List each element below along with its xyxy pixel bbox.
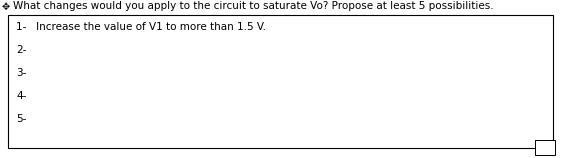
Text: 1-   Increase the value of V1 to more than 1.5 V.: 1- Increase the value of V1 to more than… — [16, 22, 266, 32]
Text: 4-: 4- — [16, 91, 26, 101]
Text: 3-: 3- — [16, 68, 26, 78]
Text: ✥: ✥ — [2, 2, 10, 12]
Bar — [8, 15, 553, 148]
Bar — [535, 140, 555, 155]
Text: 2-: 2- — [16, 45, 26, 55]
Text: 5-: 5- — [16, 114, 26, 124]
Text: What changes would you apply to the circuit to saturate Vo? Propose at least 5 p: What changes would you apply to the circ… — [13, 1, 494, 11]
